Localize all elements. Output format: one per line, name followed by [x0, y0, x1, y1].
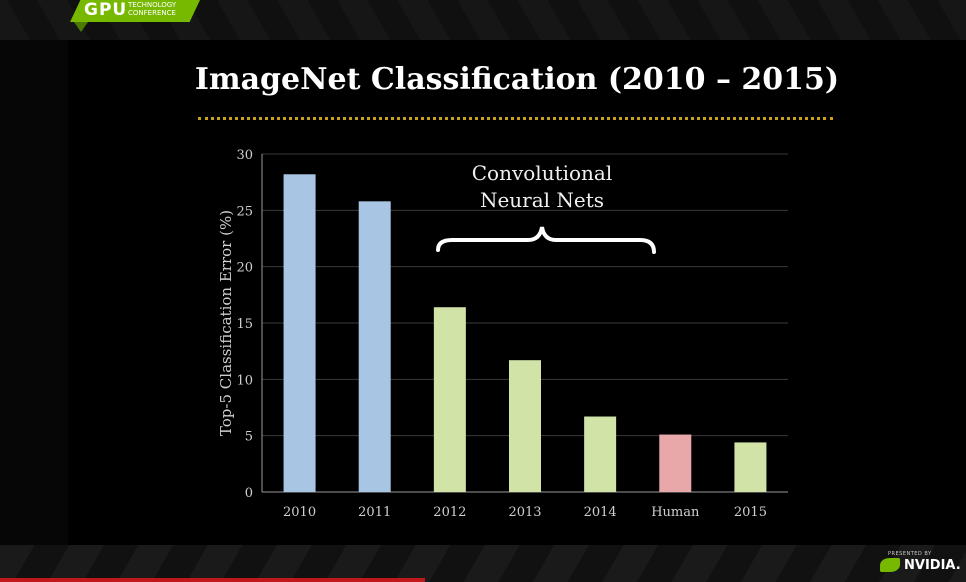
y-tick-label: 10 — [236, 373, 253, 388]
slide-title: ImageNet Classification (2010 – 2015) — [194, 62, 840, 97]
bar-human — [659, 434, 692, 492]
y-tick-label: 30 — [236, 148, 253, 163]
bottom-banner — [0, 545, 966, 582]
cnn-annotation-line: Neural Nets — [480, 188, 604, 212]
cnn-brace — [436, 226, 656, 254]
x-tick-label: 2010 — [283, 505, 316, 520]
y-tick-label: 25 — [236, 204, 253, 219]
cnn-annotation-line: Convolutional — [472, 161, 613, 185]
y-tick-label: 20 — [236, 261, 253, 276]
title-divider — [198, 117, 833, 120]
bar-2015 — [734, 442, 767, 492]
bar-2014 — [584, 416, 617, 492]
x-tick-label: 2014 — [584, 505, 617, 520]
bar-2013 — [509, 360, 541, 492]
nvidia-brand: NVIDIA. — [904, 558, 961, 573]
y-tick-label: 0 — [245, 486, 253, 501]
gtc-logo-triangle — [74, 22, 88, 32]
gtc-logo-main: GPU — [84, 0, 128, 20]
top-banner: GPU TECHNOLOGY CONFERENCE — [0, 0, 966, 40]
bar-2011 — [358, 201, 391, 492]
bar-2012 — [433, 307, 466, 492]
nvidia-eye-icon — [880, 558, 900, 572]
x-tick-label: 2012 — [433, 505, 466, 520]
x-tick-label: 2013 — [508, 505, 541, 520]
x-tick-label: 2015 — [734, 505, 767, 520]
x-tick-label: 2011 — [358, 505, 391, 520]
x-tick-label: Human — [651, 505, 700, 520]
y-tick-label: 5 — [245, 430, 253, 445]
y-axis-label: Top-5 Classification Error (%) — [217, 210, 235, 436]
video-progress-bar — [0, 578, 425, 582]
presented-by-label: PRESENTED BY — [888, 551, 932, 557]
bar-2010 — [283, 174, 316, 492]
gtc-logo-badge — [70, 0, 200, 22]
y-tick-label: 15 — [236, 317, 253, 332]
gtc-logo-sub: TECHNOLOGY CONFERENCE — [128, 1, 177, 17]
